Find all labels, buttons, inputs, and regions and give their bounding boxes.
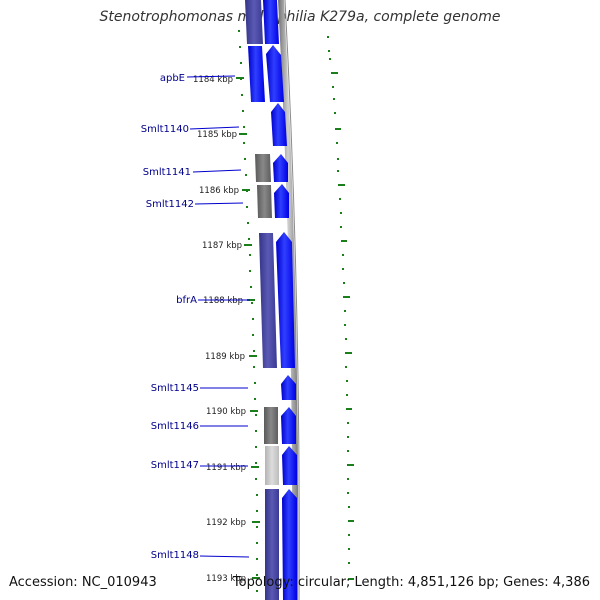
- scale-label-1187: 1187 kbp: [202, 241, 242, 251]
- cds-arrow-smlt1147: [282, 446, 297, 485]
- gene-label-smlt1148[interactable]: Smlt1148: [151, 550, 199, 561]
- map-title: Stenotrophomonas maltophilia K279a, comp…: [99, 9, 501, 25]
- cds-arrow-smlt1140: [271, 103, 287, 146]
- scale-label-1185: 1185 kbp: [197, 130, 237, 140]
- gene-block-smlt1142: [257, 185, 272, 218]
- scale-label-1193: 1193 kbp: [206, 574, 246, 584]
- cds-arrow-smlt1146: [281, 407, 296, 444]
- gene-block-smlt1147: [265, 446, 279, 485]
- cds-arrow-bfrA: [276, 232, 295, 368]
- scale-label-1191: 1191 kbp: [206, 463, 246, 473]
- cds-arrow-top: [263, 0, 279, 44]
- gene-block-top-dark: [245, 0, 263, 44]
- accession-label: Accession: NC_010943: [9, 575, 157, 590]
- cds-arrow-smlt1145: [281, 375, 296, 400]
- gc-content-plot: [327, 36, 354, 580]
- gene-block-apbE: [248, 46, 265, 102]
- gene-label-bfrA[interactable]: bfrA: [176, 295, 197, 306]
- genome-backbone: [278, 0, 299, 600]
- scale-label-1184: 1184 kbp: [193, 75, 233, 85]
- scale-label-1192: 1192 kbp: [206, 518, 246, 528]
- genome-backbone-edge: [284, 0, 300, 600]
- gene-label-smlt1141[interactable]: Smlt1141: [143, 167, 191, 178]
- gene-block-smlt1146: [264, 407, 278, 444]
- genome-summary-label: Topology: circular; Length: 4,851,126 bp…: [232, 575, 590, 590]
- cds-arrow-smlt1142: [274, 184, 289, 218]
- gene-label-smlt1147[interactable]: Smlt1147: [151, 460, 199, 471]
- scale-label-1190: 1190 kbp: [206, 407, 246, 417]
- gene-label-smlt1145[interactable]: Smlt1145: [151, 383, 199, 394]
- cds-arrow-apbE: [266, 45, 284, 102]
- gene-label-smlt1146[interactable]: Smlt1146: [151, 421, 199, 432]
- cds-arrow-smlt1141: [273, 154, 288, 182]
- gene-label-smlt1140[interactable]: Smlt1140: [141, 124, 189, 135]
- outer-dotted-scale: [238, 30, 258, 592]
- gene-label-apbE[interactable]: apbE: [160, 73, 185, 84]
- gene-block-bfrA: [259, 233, 277, 368]
- scale-label-1189: 1189 kbp: [205, 352, 245, 362]
- cds-arrow-smlt1148: [282, 489, 297, 600]
- scale-label-1188: 1188 kbp: [203, 296, 243, 306]
- scale-label-1186: 1186 kbp: [199, 186, 239, 196]
- outer-gene-lane: [245, 0, 279, 600]
- gene-label-smlt1142[interactable]: Smlt1142: [146, 199, 194, 210]
- inner-cds-lane: [263, 0, 297, 600]
- gene-block-smlt1141: [255, 154, 271, 182]
- gene-block-smlt1148: [265, 489, 279, 600]
- gene-label-leaders: [186, 75, 250, 558]
- scale-tick-marks: [236, 77, 260, 579]
